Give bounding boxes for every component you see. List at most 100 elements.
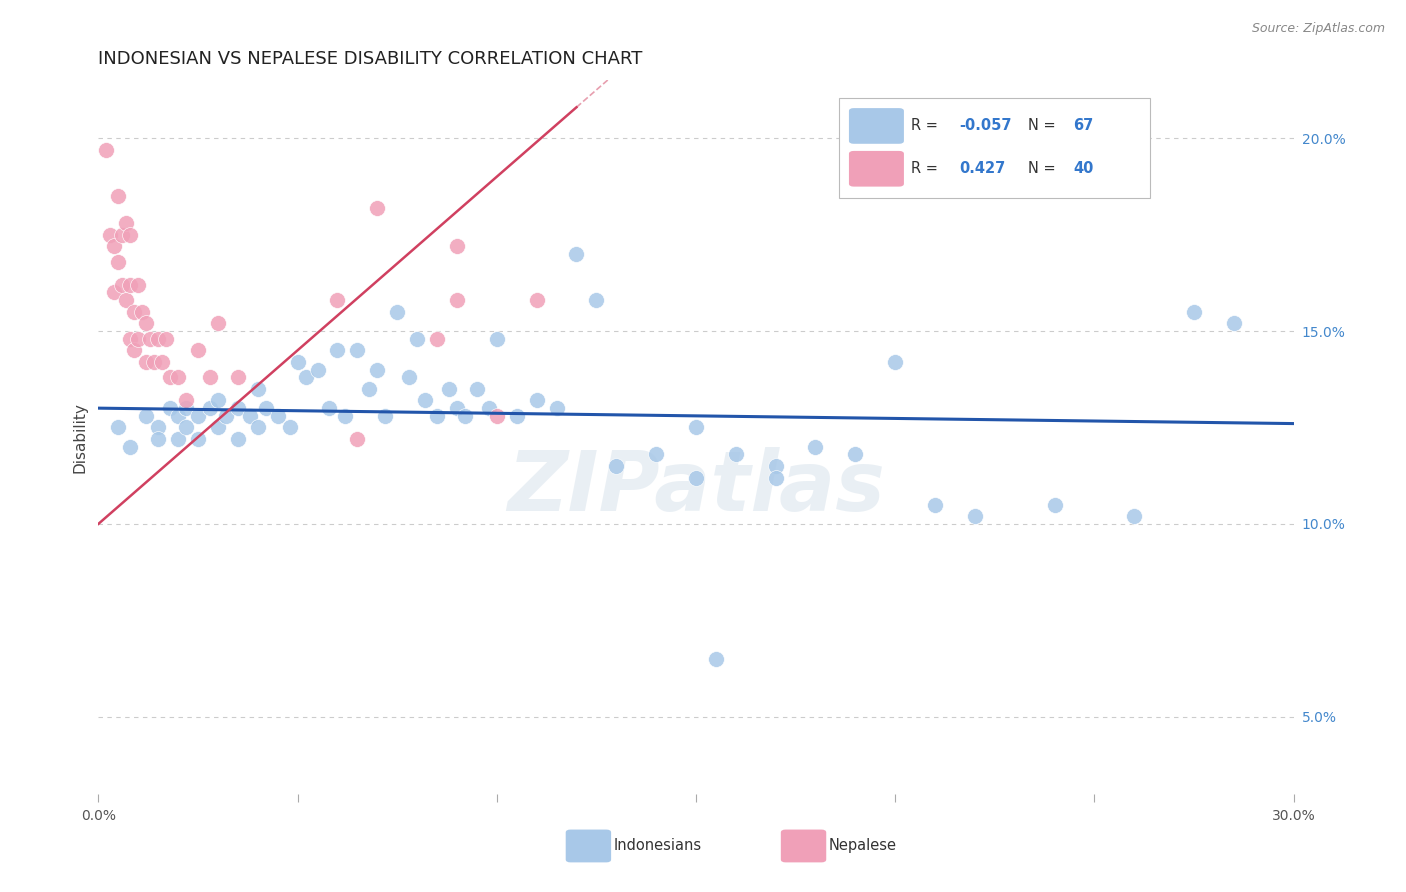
Point bbox=[346, 343, 368, 358]
Point bbox=[207, 316, 229, 330]
Point bbox=[346, 432, 368, 446]
Point bbox=[605, 458, 627, 473]
Point bbox=[704, 652, 727, 666]
Point bbox=[844, 447, 866, 461]
Point bbox=[127, 277, 149, 292]
Point bbox=[111, 277, 134, 292]
Point bbox=[413, 393, 436, 408]
Point bbox=[963, 509, 986, 524]
Point bbox=[226, 432, 249, 446]
Text: N =: N = bbox=[1028, 161, 1060, 176]
Point bbox=[198, 370, 221, 384]
Point bbox=[454, 409, 477, 423]
Point bbox=[884, 355, 907, 369]
Point bbox=[143, 355, 166, 369]
Point bbox=[406, 332, 429, 346]
Point bbox=[1043, 498, 1066, 512]
Point bbox=[645, 447, 668, 461]
Point bbox=[226, 401, 249, 416]
Point bbox=[159, 370, 181, 384]
Point bbox=[207, 420, 229, 434]
Point bbox=[366, 201, 388, 215]
Point bbox=[246, 382, 269, 396]
Text: Source: ZipAtlas.com: Source: ZipAtlas.com bbox=[1251, 22, 1385, 36]
Point bbox=[98, 227, 122, 242]
Point bbox=[446, 401, 468, 416]
Point bbox=[187, 432, 209, 446]
Y-axis label: Disability: Disability bbox=[72, 401, 87, 473]
Point bbox=[359, 382, 381, 396]
Point bbox=[1182, 304, 1205, 318]
Point bbox=[120, 277, 142, 292]
Point bbox=[565, 247, 588, 261]
Point bbox=[115, 293, 138, 307]
Text: 40: 40 bbox=[1074, 161, 1094, 176]
Point bbox=[155, 332, 177, 346]
Point bbox=[131, 304, 153, 318]
Point bbox=[426, 332, 449, 346]
Point bbox=[148, 332, 170, 346]
Point bbox=[107, 189, 129, 203]
Point bbox=[198, 401, 221, 416]
Point bbox=[148, 420, 170, 434]
Point bbox=[526, 393, 548, 408]
Point bbox=[326, 343, 349, 358]
Point bbox=[546, 401, 568, 416]
Point bbox=[167, 370, 190, 384]
Point bbox=[267, 409, 290, 423]
Point bbox=[207, 393, 229, 408]
Text: -0.057: -0.057 bbox=[959, 118, 1011, 133]
Point bbox=[374, 409, 396, 423]
Text: Nepalese: Nepalese bbox=[828, 838, 897, 853]
Point bbox=[135, 316, 157, 330]
Text: Indonesians: Indonesians bbox=[613, 838, 702, 853]
Point bbox=[96, 143, 118, 157]
Point bbox=[765, 470, 787, 484]
Point bbox=[437, 382, 460, 396]
Text: R =: R = bbox=[911, 161, 942, 176]
Point bbox=[765, 458, 787, 473]
Point bbox=[239, 409, 262, 423]
Point bbox=[124, 343, 146, 358]
Point bbox=[135, 409, 157, 423]
Point bbox=[120, 440, 142, 454]
Point bbox=[465, 382, 488, 396]
Point bbox=[103, 285, 125, 300]
Text: ZIPatlas: ZIPatlas bbox=[508, 447, 884, 527]
Point bbox=[120, 227, 142, 242]
Point bbox=[318, 401, 340, 416]
Point bbox=[585, 293, 607, 307]
Point bbox=[135, 355, 157, 369]
Point bbox=[685, 470, 707, 484]
Point bbox=[107, 420, 129, 434]
Point bbox=[278, 420, 301, 434]
Point bbox=[115, 216, 138, 230]
FancyBboxPatch shape bbox=[849, 151, 904, 186]
FancyBboxPatch shape bbox=[849, 108, 904, 144]
Text: R =: R = bbox=[911, 118, 942, 133]
Point bbox=[246, 420, 269, 434]
Point bbox=[287, 355, 309, 369]
FancyBboxPatch shape bbox=[839, 98, 1150, 198]
Point bbox=[226, 370, 249, 384]
Text: INDONESIAN VS NEPALESE DISABILITY CORRELATION CHART: INDONESIAN VS NEPALESE DISABILITY CORREL… bbox=[98, 50, 643, 68]
Point bbox=[174, 420, 197, 434]
FancyBboxPatch shape bbox=[565, 830, 612, 863]
Point bbox=[446, 239, 468, 253]
Point bbox=[254, 401, 277, 416]
Point bbox=[335, 409, 357, 423]
Point bbox=[924, 498, 946, 512]
Point bbox=[159, 401, 181, 416]
Point bbox=[804, 440, 827, 454]
Point bbox=[120, 332, 142, 346]
Point bbox=[174, 393, 197, 408]
Point bbox=[150, 355, 173, 369]
Point bbox=[526, 293, 548, 307]
FancyBboxPatch shape bbox=[780, 830, 827, 863]
Point bbox=[485, 332, 508, 346]
Point bbox=[167, 432, 190, 446]
Point bbox=[685, 420, 707, 434]
Point bbox=[215, 409, 238, 423]
Point bbox=[1123, 509, 1146, 524]
Point bbox=[294, 370, 316, 384]
